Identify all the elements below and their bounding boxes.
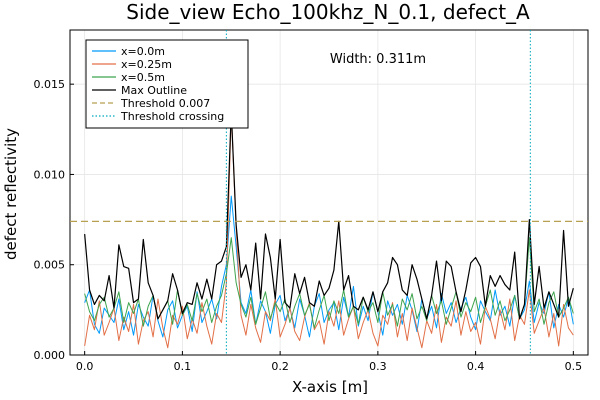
chart-title: Side_view Echo_100khz_N_0.1, defect_A	[126, 0, 530, 24]
y-tick-label: 0.000	[34, 349, 66, 362]
width-annotation: Width: 0.311m	[330, 52, 426, 67]
plot-frame	[69, 29, 589, 356]
series-group	[84, 110, 574, 349]
y-tick-label: 0.010	[34, 168, 66, 181]
y-axis-label: defect reflectivity	[2, 128, 20, 260]
reference-lines	[70, 30, 588, 355]
axis-ticks: 0.0 0.1 0.2 0.3 0.4 0.5 0.000 0.005 0.010 0.015	[34, 78, 583, 373]
x-tick-label: 0.1	[174, 360, 192, 373]
legend-box	[85, 39, 249, 129]
legend-label: Threshold crossing	[120, 110, 224, 123]
y-tick-label: 0.005	[34, 259, 66, 272]
y-tick-label: 0.015	[34, 78, 66, 91]
x-tick-label: 0.0	[76, 360, 94, 373]
legend-label: Threshold 0.007	[120, 97, 210, 110]
series-line-x-0-25m	[84, 110, 574, 349]
series-line-x-0-0m	[84, 195, 574, 338]
legend-label: Max Outline	[121, 84, 187, 97]
x-tick-label: 0.3	[369, 360, 387, 373]
x-tick-label: 0.4	[467, 360, 485, 373]
series-line-max-outline	[84, 110, 574, 320]
x-tick-label: 0.2	[271, 360, 289, 373]
legend-label: x=0.0m	[121, 45, 165, 58]
x-axis-label: X-axis [m]	[292, 378, 368, 396]
legend-label: x=0.25m	[121, 58, 172, 71]
legend-label: x=0.5m	[121, 71, 165, 84]
x-tick-label: 0.5	[565, 360, 583, 373]
